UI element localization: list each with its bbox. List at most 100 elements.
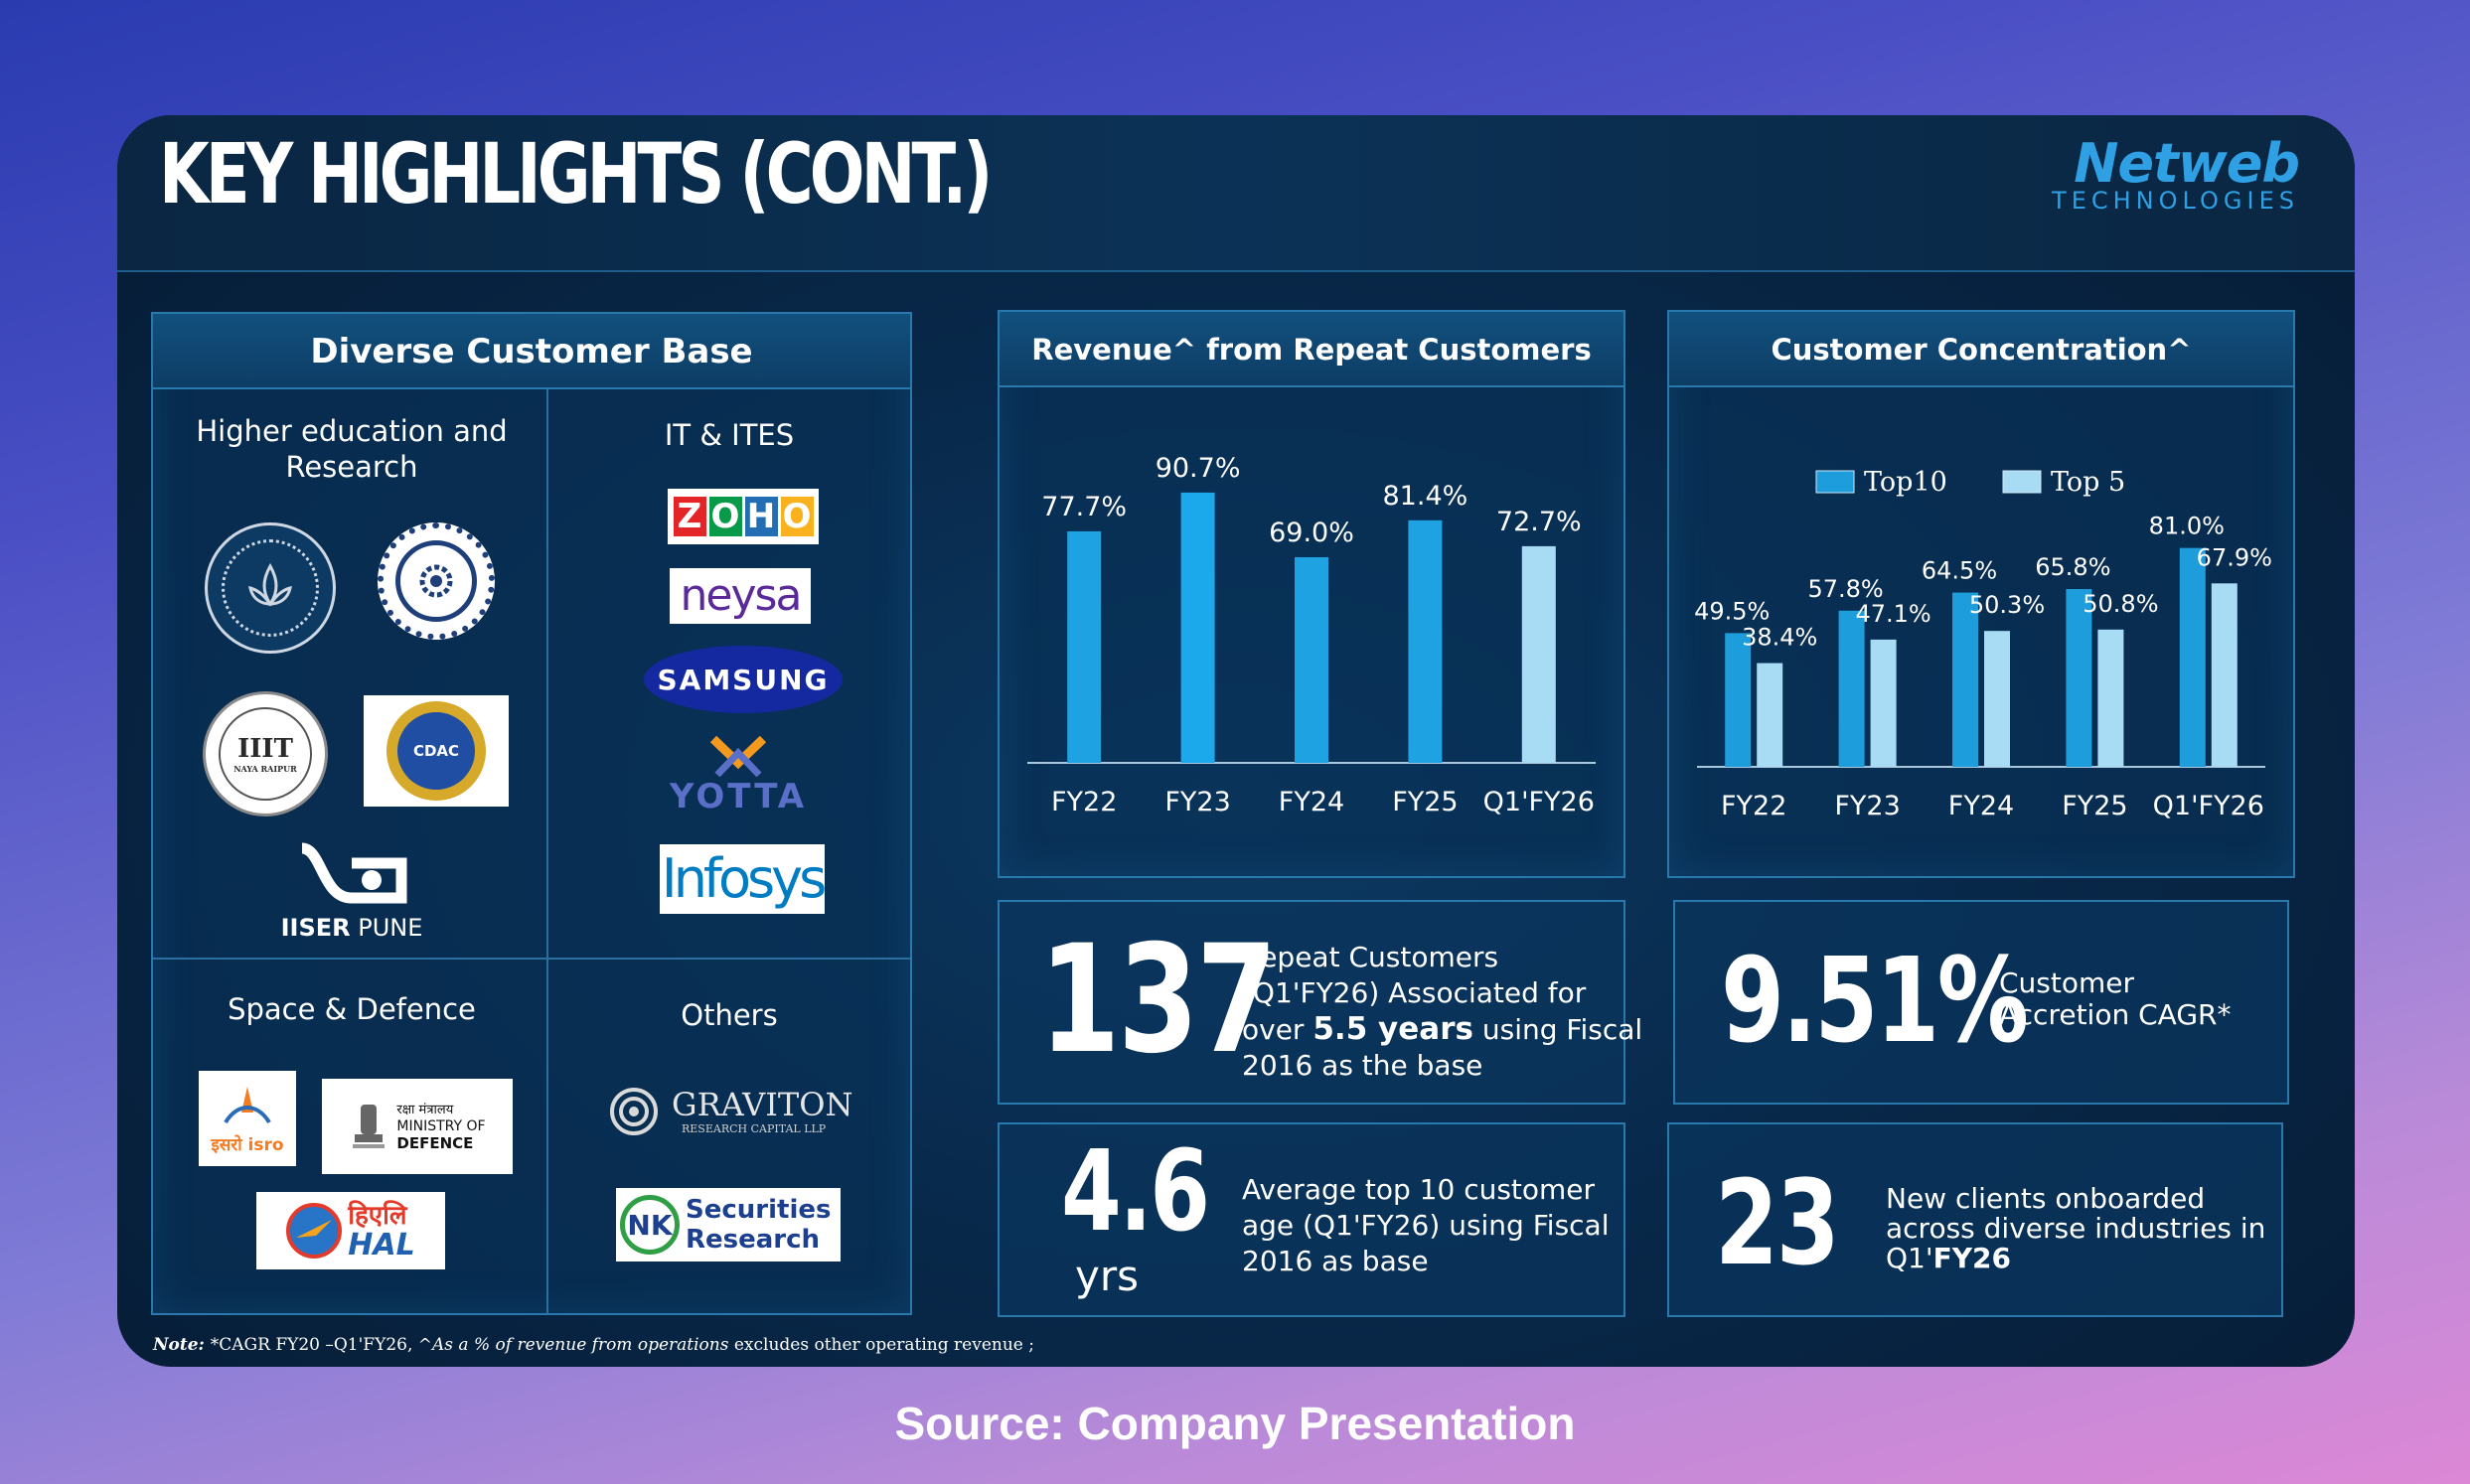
repeat-value-label-2: 69.0%	[1269, 518, 1354, 548]
concentration-value-label-1-3: 50.8%	[2083, 590, 2158, 618]
legend-label-1: Top 5	[2051, 467, 2125, 498]
repeat-bar-0	[1067, 530, 1102, 763]
samsung-text: SAMSUNG	[657, 663, 830, 696]
concentration-value-label-0-0: 49.5%	[1694, 597, 1770, 625]
footnote-a: Note:	[153, 1335, 211, 1355]
iiit-text: IIIT	[237, 734, 293, 764]
graviton-sub: RESEARCH CAPITAL LLP	[682, 1122, 827, 1135]
mod-line2: MINISTRY OF	[396, 1117, 486, 1134]
repeat-revenue-title: Revenue^ from Repeat Customers	[1000, 312, 1623, 387]
nk-line2: Research	[686, 1225, 821, 1255]
concentration-bar-0-0	[1725, 633, 1752, 767]
iit-kharagpur-seal-icon	[205, 522, 336, 654]
concentration-value-label-0-4: 81.0%	[2149, 513, 2225, 540]
iiser-pune-logo: IISER PUNE	[272, 830, 431, 950]
repeat-customers-value: 137	[1039, 914, 1278, 1087]
legend-swatch-0	[1815, 470, 1855, 494]
slide-title: KEY HIGHLIGHTS (CONT.)	[159, 125, 993, 223]
others-title: Others	[681, 998, 778, 1032]
concentration-bar-0-3	[2066, 589, 2092, 767]
mod-line1: रक्षा मंत्रालय	[396, 1102, 454, 1117]
gear-icon	[419, 564, 453, 598]
isro-rocket-icon	[224, 1086, 271, 1123]
lotus-icon	[248, 562, 292, 607]
hal-logo: हिएलि HAL	[256, 1192, 445, 1269]
repeat-tick-label-0: FY22	[1051, 787, 1117, 817]
neysa-logo: neysa	[670, 568, 811, 624]
age-line1: Average top 10 customer	[1242, 1173, 1596, 1206]
slide: KEY HIGHLIGHTS (CONT.) Netweb TECHNOLOGI…	[117, 115, 2355, 1367]
iiit-sub: NAYA RAIPUR	[233, 764, 297, 774]
isro-text: इसरो isro	[211, 1134, 284, 1155]
graviton-logo: GRAVITON RESEARCH CAPITAL LLP	[608, 1077, 886, 1146]
concentration-title: Customer Concentration^	[1669, 312, 2293, 387]
repeat-line2: (Q1'FY26) Associated for	[1242, 976, 1587, 1009]
neysa-text: neysa	[680, 570, 803, 621]
iiit-naya-raipur-seal-icon: IIIT NAYA RAIPUR	[203, 691, 328, 816]
legend-label-0: Top10	[1864, 467, 1947, 498]
repeat-line4: 2016 as the base	[1242, 1049, 1483, 1082]
customer-age-stat: 4.6 yrs Average top 10 customer age (Q1'…	[998, 1122, 1625, 1317]
cagr-value: 9.51%	[1721, 932, 2029, 1069]
concentration-bar-0-1	[1838, 610, 1865, 767]
iit-delhi-seal-icon	[378, 522, 495, 640]
hal-hindi: हिएलि	[348, 1201, 407, 1231]
legend-swatch-1	[2002, 470, 2042, 494]
concentration-value-label-1-0: 38.4%	[1742, 624, 1817, 652]
concentration-value-label-0-1: 57.8%	[1807, 575, 1883, 603]
isro-logo: इसरो isro	[199, 1071, 296, 1166]
concentration-bar-1-1	[1870, 639, 1897, 767]
infosys-text: Infosys	[661, 847, 827, 910]
concentration-value-label-1-2: 50.3%	[1969, 591, 2045, 619]
footnote-b: *CAGR FY20 –Q1'FY26,	[210, 1335, 418, 1355]
repeat-customers-stat: 137 Repeat Customers (Q1'FY26) Associate…	[998, 900, 1642, 1105]
repeat-bar-1	[1180, 492, 1215, 763]
higher-ed-title: Higher education and Research	[196, 414, 508, 484]
yotta-mark-icon	[709, 735, 767, 777]
emblem-icon	[353, 1105, 386, 1148]
repeat-line3a: over	[1242, 1013, 1313, 1046]
concentration-panel: Customer Concentration^ Top10 Top 5 49.5% 3…	[1667, 310, 2295, 878]
customer-age-unit: yrs	[1075, 1252, 1140, 1300]
new-clients-line2: across diverse industries in	[1886, 1212, 2266, 1245]
vertical-divider	[546, 389, 548, 1313]
aircraft-icon	[296, 1220, 333, 1238]
concentration-bar-1-3	[2097, 629, 2124, 767]
iiser-text: IISER	[280, 914, 351, 942]
mod-line3: DEFENCE	[396, 1133, 474, 1152]
repeat-line3b: 5.5 years	[1312, 1011, 1473, 1047]
repeat-bar-4	[1521, 545, 1556, 763]
repeat-tick-label-1: FY23	[1164, 787, 1230, 817]
graviton-mark-icon	[610, 1088, 658, 1135]
cagr-text: Customer Accretion CAGR*	[1999, 967, 2277, 1031]
hal-text: HAL	[348, 1228, 415, 1262]
source-caption: Source: Company Presentation	[894, 1398, 1576, 1449]
logo-sub: TECHNOLOGIES	[2052, 187, 2299, 215]
new-clients-line3b: FY26	[1932, 1242, 2011, 1274]
concentration-bar-0-4	[2179, 547, 2206, 767]
nk-badge: NK	[620, 1195, 680, 1255]
footnote-c: ^As a % of revenue from operations	[417, 1335, 729, 1355]
concentration-chart: Top10 Top 5 49.5%38.4% FY22 57.8%47.1% FY23 64…	[1694, 467, 2272, 821]
concentration-tick-label-3: FY25	[2062, 791, 2127, 821]
concentration-bar-1-0	[1757, 663, 1783, 767]
repeat-value-label-3: 81.4%	[1383, 481, 1468, 512]
new-clients-line1: New clients onboarded	[1886, 1182, 2206, 1215]
concentration-tick-label-1: FY23	[1834, 791, 1900, 821]
repeat-tick-label-3: FY25	[1392, 787, 1458, 817]
concentration-tick-label-4: Q1'FY26	[2153, 791, 2264, 821]
new-clients-value: 23	[1715, 1154, 1840, 1291]
footnote: Note: *CAGR FY20 –Q1'FY26, ^As a % of re…	[153, 1335, 1034, 1355]
nk-securities-logo: NK Securities Research	[616, 1188, 841, 1261]
concentration-value-label-0-2: 64.5%	[1922, 557, 1997, 585]
space-defence-title: Space & Defence	[228, 992, 476, 1026]
concentration-tick-label-2: FY24	[1948, 791, 2014, 821]
cdac-text: CDAC	[397, 712, 475, 790]
footnote-d: excludes other operating revenue ;	[728, 1335, 1034, 1355]
customer-age-text: Average top 10 customer age (Q1'FY26) us…	[1242, 1172, 1620, 1279]
yotta-logo: YOTTA	[664, 731, 813, 820]
logo-name: Netweb	[2074, 132, 2300, 195]
age-line3: 2016 as base	[1242, 1245, 1429, 1277]
concentration-bar-1-4	[2211, 583, 2238, 767]
cagr-line1: Customer	[1999, 966, 2135, 999]
